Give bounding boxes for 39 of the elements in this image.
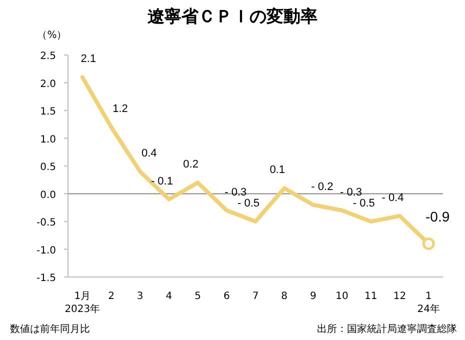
y-tick-label: -0.5 <box>36 218 56 228</box>
y-tick-label: 1.0 <box>40 134 56 146</box>
x-tick-label: 9 <box>310 291 316 302</box>
data-label: - 0.3 <box>340 186 362 198</box>
x-tick-label: 1月 2023年 <box>64 291 100 315</box>
y-tick-label: 2.5 <box>40 51 56 62</box>
data-label: 0.1 <box>270 164 285 176</box>
x-tick-label: 6 <box>223 291 230 302</box>
chart-title: 遼寧省ＣＰＩの変動率 <box>148 7 318 27</box>
x-tick-label: 7 <box>252 291 259 302</box>
x-tick-label: 10 <box>336 291 348 302</box>
x-tick-label: 1 24年 <box>417 291 440 315</box>
y-tick-label: -1.5 <box>36 273 56 284</box>
y-tick-label: 1.5 <box>40 106 56 118</box>
x-tick-label: 8 <box>281 291 288 302</box>
data-label: - 0.2 <box>311 180 334 193</box>
x-tick-label: 3 <box>136 291 144 302</box>
x-tick-label: 5 <box>194 291 201 302</box>
data-label: 0.4 <box>141 148 157 160</box>
data-label: 1.2 <box>112 103 128 116</box>
y-axis-title: （%） <box>37 30 67 41</box>
text: 出所：国家統計局遼寧調査総隊 <box>317 323 457 335</box>
y-tick-label: -1.0 <box>36 245 56 256</box>
data-label: - 0.5 <box>237 198 260 210</box>
data-label: - 0.3 <box>224 186 247 198</box>
x-tick-label: 2 <box>108 291 114 302</box>
text: 数値は前年同月比 <box>10 323 90 335</box>
y-tick-label: 0.0 <box>40 190 56 201</box>
data-label: - 0.1 <box>150 175 173 188</box>
y-tick-label: 2.0 <box>40 78 56 90</box>
data-label: 0.2 <box>183 158 198 171</box>
x-tick-label: 11 <box>364 291 378 302</box>
data-label: - 0.4 <box>382 192 404 204</box>
data-label: - 0.5 <box>352 198 375 210</box>
data-label: 2.1 <box>80 53 96 66</box>
x-tick-label: 12 <box>393 291 406 302</box>
data-label: -0.9 <box>426 208 450 225</box>
y-tick-label: 0.5 <box>40 162 56 173</box>
x-tick-label: 4 <box>166 291 172 302</box>
